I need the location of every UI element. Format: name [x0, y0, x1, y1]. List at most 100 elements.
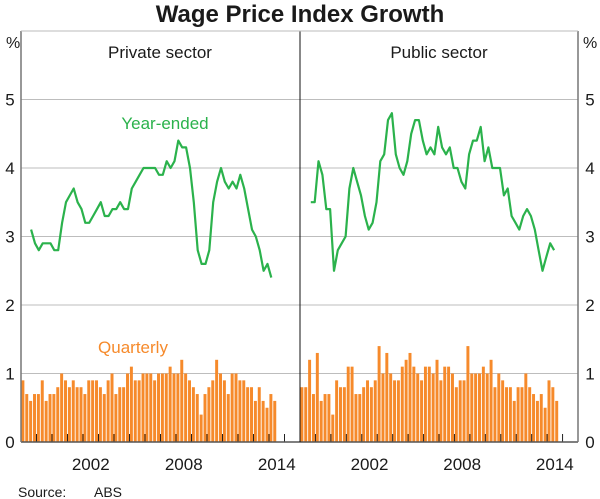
quarterly-bar — [87, 380, 91, 442]
quarterly-bar — [98, 387, 102, 442]
quarterly-bar — [129, 366, 133, 442]
y-tick-label-right: 4 — [585, 159, 594, 178]
chart-title: Wage Price Index Growth — [156, 1, 445, 28]
year-ended-line — [30, 139, 273, 278]
quarterly-bar — [246, 387, 250, 442]
quarterly-bar — [176, 373, 180, 442]
quarterly-bar — [393, 380, 397, 442]
quarterly-bar — [454, 387, 458, 442]
quarterly-bar — [33, 394, 36, 442]
quarterly-bar — [404, 359, 408, 442]
quarterly-bar — [323, 394, 327, 442]
quarterly-bar — [157, 373, 160, 442]
quarterly-bar — [40, 380, 44, 442]
quarterly-bar — [273, 400, 277, 442]
quarterly-bar — [64, 380, 67, 442]
quarterly-bar — [358, 394, 362, 442]
quarterly-bar — [137, 380, 141, 442]
y-tick-label-right: 0 — [585, 433, 594, 452]
quarterly-bar — [389, 373, 393, 442]
quarterly-bar — [516, 387, 520, 442]
x-tick-label: 2014 — [536, 455, 574, 474]
quarterly-bar — [439, 380, 443, 442]
quarterly-bar — [505, 387, 508, 442]
quarterly-bar — [83, 394, 87, 442]
quarterly-bar — [420, 380, 424, 442]
x-tick-label: 2002 — [72, 455, 110, 474]
quarterly-bar — [153, 380, 157, 442]
quarterly-bar — [485, 373, 489, 442]
quarterly-bar — [207, 387, 211, 442]
x-tick-label: 2014 — [258, 455, 296, 474]
y-tick-label-left: 4 — [5, 159, 14, 178]
quarterly-bar — [265, 407, 269, 442]
quarterly-bar — [75, 387, 79, 442]
quarterly-bar — [335, 380, 339, 442]
quarterly-bar — [242, 380, 246, 442]
quarterly-bar — [400, 366, 404, 442]
quarterly-bar — [238, 380, 242, 442]
y-tick-label-right: 1 — [585, 365, 594, 384]
quarterly-bar — [551, 387, 555, 442]
quarterly-bar — [412, 366, 416, 442]
quarterly-bar — [381, 373, 385, 442]
quarterly-bar — [250, 387, 253, 442]
y-unit-left: % — [6, 35, 20, 52]
quarterly-bar — [36, 394, 40, 442]
quarterly-bar — [350, 366, 354, 442]
quarterly-bar — [230, 373, 234, 442]
quarterly-bar — [497, 373, 501, 442]
quarterly-bar — [215, 359, 219, 442]
quarterly-bar — [300, 387, 304, 442]
quarterly-bar — [470, 373, 474, 442]
y-tick-label-right: 5 — [585, 91, 594, 110]
y-unit-right: % — [583, 35, 597, 52]
quarterly-bar — [110, 373, 114, 442]
quarterly-bar — [373, 380, 377, 442]
quarterly-bar — [188, 380, 191, 442]
quarterly-bar — [377, 346, 381, 442]
y-tick-label-right: 3 — [585, 228, 594, 247]
quarterly-bar — [60, 373, 64, 442]
label-quarterly: Quarterly — [98, 338, 168, 357]
quarterly-bar — [362, 387, 366, 442]
quarterly-bar — [524, 373, 528, 442]
quarterly-bar — [122, 387, 126, 442]
quarterly-bar — [493, 387, 497, 442]
quarterly-bar — [164, 373, 168, 442]
quarterly-bar — [222, 380, 226, 442]
quarterly-bar — [253, 400, 257, 442]
quarterly-bar — [203, 394, 207, 442]
quarterly-bar — [184, 373, 188, 442]
quarterly-bar — [269, 394, 273, 442]
quarterly-bar — [339, 387, 342, 442]
quarterly-bar — [71, 380, 75, 442]
y-tick-label-left: 5 — [5, 91, 14, 110]
quarterly-bar — [512, 400, 516, 442]
quarterly-bar — [346, 366, 350, 442]
quarterly-bar — [219, 373, 222, 442]
y-tick-label-right: 2 — [585, 296, 594, 315]
quarterly-bar — [535, 400, 539, 442]
quarterly-bar — [191, 387, 195, 442]
quarterly-bar — [226, 394, 230, 442]
source-label: Source: — [18, 484, 66, 499]
quarterly-bar — [141, 373, 145, 442]
quarterly-bar — [52, 394, 56, 442]
quarterly-bar — [489, 359, 493, 442]
quarterly-bar — [180, 359, 184, 442]
quarterly-bar — [311, 394, 315, 442]
quarterly-bar — [44, 400, 48, 442]
quarterly-bar — [408, 352, 412, 442]
quarterly-bar — [67, 387, 71, 442]
quarterly-bar — [319, 400, 323, 442]
quarterly-bar — [423, 366, 427, 442]
x-tick-label: 2008 — [165, 455, 203, 474]
year-ended-line — [310, 112, 556, 272]
quarterly-bar — [466, 346, 470, 442]
quarterly-bar — [234, 373, 238, 442]
quarterly-bar — [481, 366, 485, 442]
quarterly-bar — [172, 373, 176, 442]
quarterly-bar — [160, 373, 164, 442]
